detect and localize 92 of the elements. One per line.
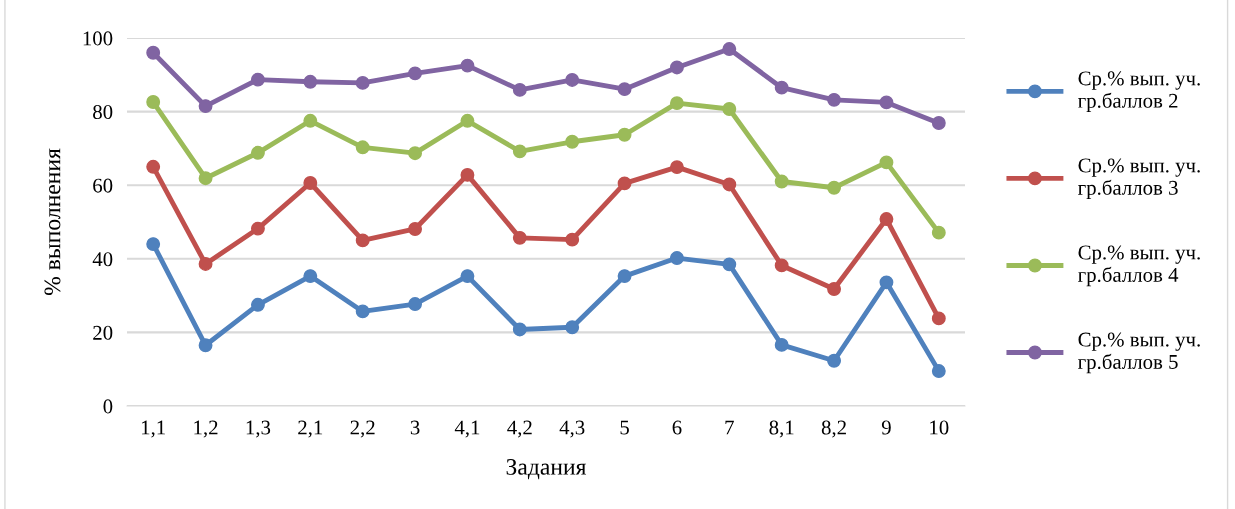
x-tick-label: 2,1 xyxy=(298,420,323,438)
x-tick-label: 4,2 xyxy=(507,420,532,438)
point xyxy=(617,176,632,191)
point xyxy=(460,113,475,128)
point xyxy=(722,102,737,116)
point xyxy=(146,95,161,109)
point xyxy=(565,73,580,87)
x-tick-label: 8,1 xyxy=(769,420,794,438)
point xyxy=(408,297,423,312)
x-axis-title: Задания xyxy=(506,458,587,480)
point xyxy=(774,258,789,273)
point xyxy=(146,159,161,174)
point xyxy=(460,58,475,73)
point xyxy=(669,60,684,75)
point xyxy=(250,221,265,236)
x-tick-label: 9 xyxy=(881,420,891,435)
point xyxy=(722,257,737,272)
point xyxy=(198,171,213,186)
point xyxy=(355,140,370,155)
point xyxy=(774,174,789,189)
point xyxy=(774,337,789,352)
point xyxy=(146,45,161,60)
y-tick-label: 40 xyxy=(92,252,113,267)
point xyxy=(931,225,946,240)
point xyxy=(303,74,318,89)
point xyxy=(931,116,946,130)
point xyxy=(879,95,894,110)
point xyxy=(512,144,527,159)
point xyxy=(355,304,370,319)
point xyxy=(198,338,213,353)
point xyxy=(931,364,946,378)
y-axis-title: % выполнения xyxy=(44,148,61,296)
x-tick-label: 1,2 xyxy=(194,420,218,438)
point xyxy=(879,275,894,290)
y-tick-label: 100 xyxy=(83,31,113,46)
x-tick-label: 5 xyxy=(620,420,629,435)
point xyxy=(722,42,737,56)
point xyxy=(669,96,684,111)
point xyxy=(408,146,423,161)
point xyxy=(250,297,265,312)
point xyxy=(250,145,265,160)
point xyxy=(146,237,161,252)
point xyxy=(355,233,370,248)
x-tick-label: 2,2 xyxy=(350,420,375,438)
point xyxy=(879,155,894,170)
point xyxy=(198,257,213,271)
y-tick-label: 60 xyxy=(93,178,113,193)
point xyxy=(669,160,684,175)
point xyxy=(460,269,475,284)
x-tick-label: 6 xyxy=(672,420,682,435)
point xyxy=(512,230,527,245)
point xyxy=(303,113,318,128)
point xyxy=(512,82,527,97)
point xyxy=(565,320,580,335)
legend-label: Ср.% вып. уч. гр.баллов 2 xyxy=(1078,71,1200,113)
legend-label: Ср.% вып. уч. гр.баллов 4 xyxy=(1078,245,1200,287)
point xyxy=(617,269,632,284)
point xyxy=(460,167,475,182)
point xyxy=(827,282,842,296)
point xyxy=(565,232,580,247)
y-tick-label: 0 xyxy=(103,399,113,414)
x-tick-label: 8,2 xyxy=(821,420,846,438)
point xyxy=(617,82,632,97)
point xyxy=(827,353,842,368)
x-tick-label: 4,1 xyxy=(454,420,480,438)
point xyxy=(303,176,318,190)
y-tick-label: 20 xyxy=(93,325,113,340)
x-tick-label: 7 xyxy=(725,420,734,435)
x-tick-label: 3 xyxy=(410,420,420,435)
point xyxy=(827,92,842,107)
point xyxy=(198,99,213,114)
x-tick-label: 1,1 xyxy=(142,420,165,438)
point xyxy=(669,251,684,266)
point xyxy=(250,72,265,87)
point xyxy=(355,75,370,90)
point xyxy=(827,180,842,195)
point xyxy=(617,127,632,142)
point xyxy=(879,212,894,227)
legend-label: Ср.% вып. уч. гр.баллов 3 xyxy=(1078,158,1200,200)
x-tick-label: 1,3 xyxy=(246,420,271,438)
point xyxy=(408,222,423,236)
x-tick-label: 10 xyxy=(930,420,949,435)
point xyxy=(565,134,580,149)
y-tick-label: 80 xyxy=(93,104,113,120)
point xyxy=(408,66,423,81)
point xyxy=(774,80,789,95)
legend-label: Ср.% вып. уч. гр.баллов 5 xyxy=(1078,332,1200,374)
point xyxy=(512,322,527,337)
point xyxy=(722,177,737,192)
x-tick-label: 4,3 xyxy=(559,420,585,438)
point xyxy=(303,269,318,284)
point xyxy=(931,311,946,326)
